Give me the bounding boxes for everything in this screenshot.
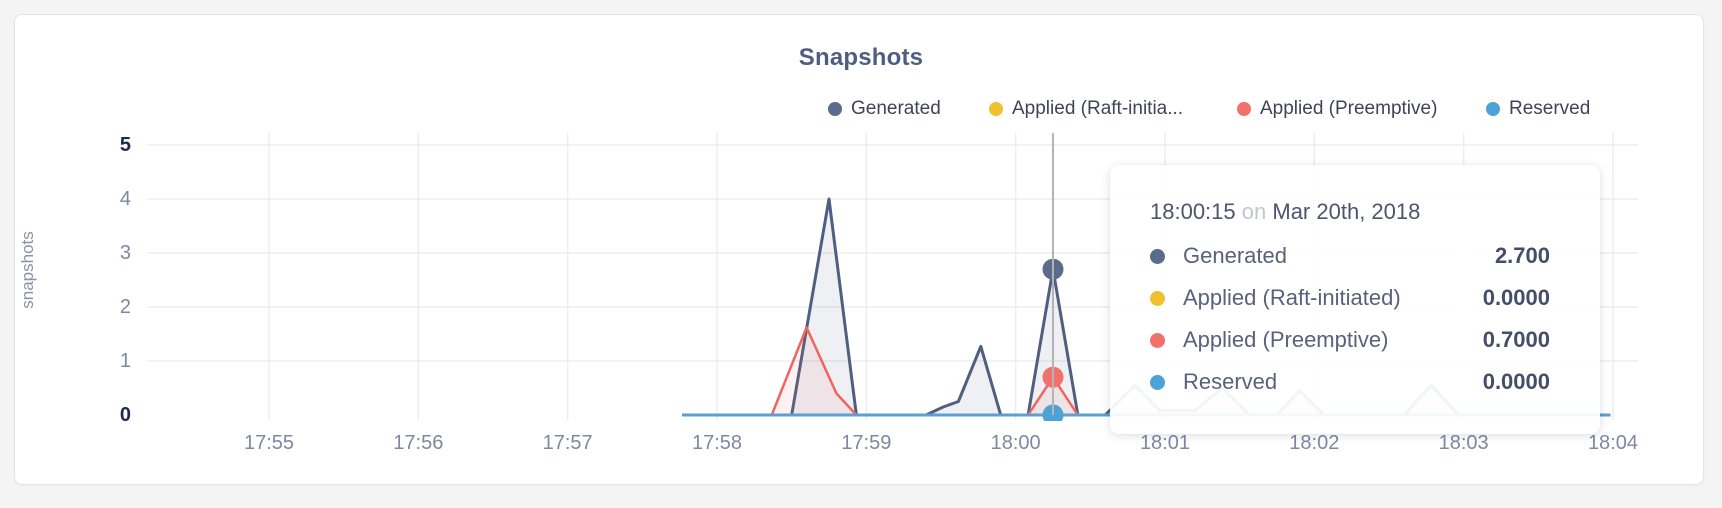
y-tick-label: 0 (119, 404, 131, 426)
x-tick-label: 17:59 (841, 432, 892, 454)
legend-dot-icon (828, 102, 842, 116)
legend-dot-icon (1486, 102, 1500, 116)
tooltip-series-value: 0.7000 (1482, 327, 1550, 352)
legend-dot-icon (989, 102, 1003, 116)
tooltip-row: Reserved 0.0000 (1150, 368, 1550, 396)
legend-item-1[interactable]: Generated (828, 96, 941, 122)
y-tick-label: 3 (119, 242, 131, 264)
legend-item-3[interactable]: Applied (Preemptive) (1237, 96, 1437, 122)
tooltip-series-value: 2.700 (1494, 243, 1550, 268)
tooltip-conjunction: on (1241, 199, 1267, 224)
tooltip-series-label: Applied (Preemptive) (1183, 327, 1389, 352)
x-tick-label: 18:03 (1438, 432, 1489, 454)
legend-item-label: Applied (Raft-initia... (1012, 98, 1184, 119)
tooltip-row: Generated 2.700 (1150, 242, 1550, 270)
tooltip-series-dot-icon (1150, 332, 1165, 348)
tooltip-series-dot-icon (1150, 374, 1165, 390)
y-tick-label: 4 (119, 188, 131, 210)
x-tick-label: 18:01 (1139, 432, 1190, 454)
chart-title: Snapshots (798, 44, 924, 71)
tooltip-series-dot-icon (1150, 248, 1165, 264)
legend-item-2[interactable]: Applied (Raft-initia... (989, 96, 1183, 122)
y-tick-label: 2 (119, 296, 131, 318)
y-tick-label: 1 (119, 350, 131, 372)
tooltip-time: 18:00:15 (1150, 199, 1236, 224)
tooltip-series-dot-icon (1150, 290, 1165, 306)
chart-tooltip: 18:00:15 on Mar 20th, 2018 Generated 2.70… (1110, 165, 1600, 434)
tooltip-series-value: 0.0000 (1482, 285, 1550, 310)
legend-item-4[interactable]: Reserved (1486, 96, 1590, 122)
legend-item-label: Generated (851, 98, 941, 119)
tooltip-series-label: Applied (Raft-initiated) (1183, 285, 1401, 310)
tooltip-series-value: 0.0000 (1482, 369, 1550, 394)
chart-legend: Generated Applied (Raft-initia... Applied … (0, 96, 1722, 122)
x-tick-label: 18:02 (1289, 432, 1340, 454)
legend-item-label: Applied (Preemptive) (1260, 98, 1438, 119)
x-tick-label: 18:00 (990, 432, 1041, 454)
x-tick-label: 18:04 (1587, 432, 1638, 454)
x-tick-label: 17:56 (393, 432, 444, 454)
x-tick-label: 17:55 (243, 432, 295, 454)
tooltip-series-label: Reserved (1183, 369, 1278, 394)
tooltip-title: 18:00:15 on Mar 20th, 2018 (1150, 199, 1550, 225)
legend-item-label: Reserved (1509, 98, 1591, 119)
tooltip-series-label: Generated (1183, 243, 1287, 268)
tooltip-row: Applied (Preemptive) 0.7000 (1150, 326, 1550, 354)
x-tick-label: 17:57 (542, 432, 593, 454)
tooltip-rows: Generated 2.700 Applied (Raft-initiated) 0.… (1150, 242, 1550, 396)
y-tick-label: 5 (119, 134, 131, 156)
legend-dot-icon (1237, 102, 1251, 116)
tooltip-date: Mar 20th, 2018 (1272, 199, 1421, 224)
tooltip-row: Applied (Raft-initiated) 0.0000 (1150, 284, 1550, 312)
x-tick-label: 17:58 (691, 432, 743, 454)
